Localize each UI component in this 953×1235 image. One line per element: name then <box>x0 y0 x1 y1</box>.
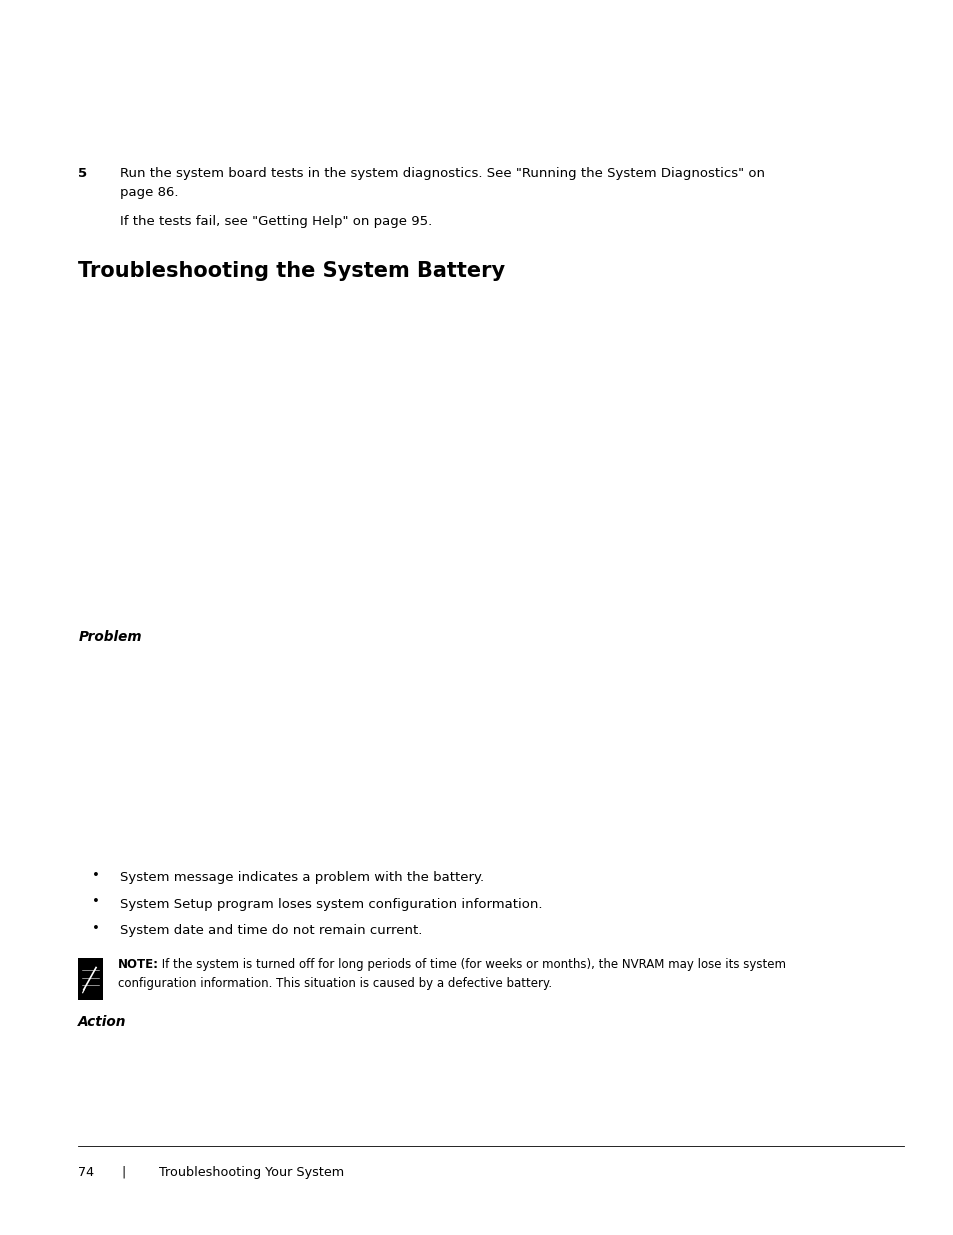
Text: 74: 74 <box>78 1166 94 1179</box>
Text: Troubleshooting Your System: Troubleshooting Your System <box>147 1166 344 1179</box>
Text: Troubleshooting the System Battery: Troubleshooting the System Battery <box>78 262 505 282</box>
Text: Action: Action <box>78 1015 127 1029</box>
Text: •: • <box>91 895 99 908</box>
Text: If the tests fail, see "Getting Help" on page 95.: If the tests fail, see "Getting Help" on… <box>120 215 432 228</box>
Text: System Setup program loses system configuration information.: System Setup program loses system config… <box>120 898 542 910</box>
Text: System message indicates a problem with the battery.: System message indicates a problem with … <box>120 871 484 884</box>
Text: If the system is turned off for long periods of time (for weeks or months), the : If the system is turned off for long per… <box>158 958 785 971</box>
Text: •: • <box>91 868 99 882</box>
Text: |: | <box>114 1166 127 1179</box>
Text: 5: 5 <box>78 167 88 180</box>
Text: Problem: Problem <box>78 631 142 645</box>
Bar <box>78 958 103 1000</box>
Text: configuration information. This situation is caused by a defective battery.: configuration information. This situatio… <box>118 977 552 989</box>
Text: Run the system board tests in the system diagnostics. See "Running the System Di: Run the system board tests in the system… <box>120 167 764 180</box>
Text: System date and time do not remain current.: System date and time do not remain curre… <box>120 924 422 937</box>
Text: NOTE:: NOTE: <box>118 958 159 971</box>
Text: page 86.: page 86. <box>120 186 178 199</box>
Text: •: • <box>91 921 99 935</box>
